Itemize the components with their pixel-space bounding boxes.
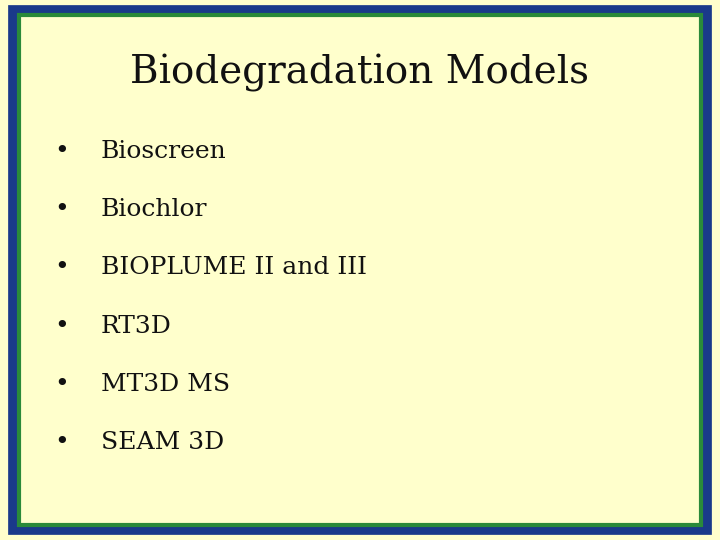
FancyBboxPatch shape <box>13 10 707 530</box>
Text: SEAM 3D: SEAM 3D <box>101 431 224 454</box>
Text: •: • <box>54 315 68 338</box>
Text: Biodegradation Models: Biodegradation Models <box>130 54 590 92</box>
Text: •: • <box>54 198 68 221</box>
Text: RT3D: RT3D <box>101 315 171 338</box>
Text: Biochlor: Biochlor <box>101 198 207 221</box>
Text: •: • <box>54 140 68 163</box>
Text: BIOPLUME II and III: BIOPLUME II and III <box>101 256 366 279</box>
Text: •: • <box>54 431 68 454</box>
Text: •: • <box>54 373 68 396</box>
Text: MT3D MS: MT3D MS <box>101 373 230 396</box>
Text: •: • <box>54 256 68 279</box>
Text: Bioscreen: Bioscreen <box>101 140 227 163</box>
